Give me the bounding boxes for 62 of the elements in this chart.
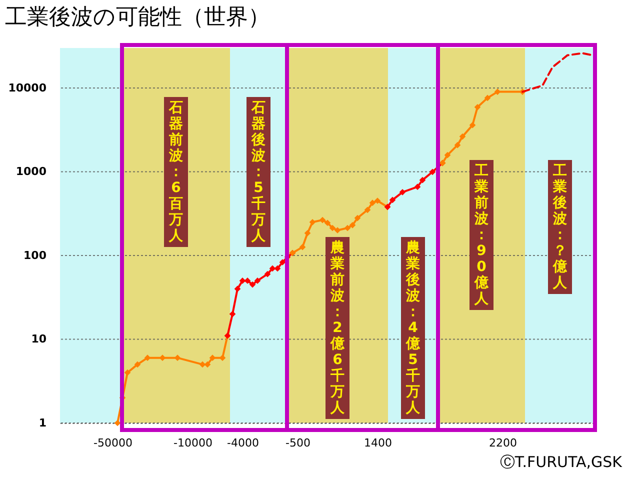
point [159,354,166,361]
point [369,200,376,206]
y-tick-label: 1 [38,416,46,430]
point [469,122,476,128]
text: 石器後波：5千万人 [252,100,266,244]
point [209,354,216,361]
y-tick-label: 1000 [16,165,47,178]
y-tick-label: 100 [24,248,47,262]
text: 農業後波：4億5千万人 [406,240,420,416]
text: 工業前波：90億人 [474,163,488,307]
point [229,310,236,318]
x-tick-label: -4000 [227,436,259,450]
annotation: 工業後波：？億人 [552,163,568,291]
text: ⒸT.FURUTA,GSK [500,453,622,472]
point [329,224,336,232]
point [354,214,361,222]
point [199,361,206,368]
point [204,361,211,368]
point [134,361,141,368]
point [274,265,281,272]
point [299,244,306,250]
point [429,168,436,176]
point [454,142,461,148]
x-tick-label: -500 [286,436,310,450]
point [269,265,276,272]
point [254,278,261,284]
point [249,281,256,288]
y-tick-label: 10 [31,332,47,346]
point [234,286,241,292]
point [304,230,311,236]
point [244,278,251,284]
point [324,220,331,226]
point [264,270,271,278]
point [374,198,381,204]
text: 石器前波：6百万人 [169,100,183,244]
point [124,369,131,376]
point [444,152,451,158]
point [114,420,121,426]
point [414,184,421,190]
point [219,354,226,361]
point [349,222,356,228]
point [419,176,426,184]
point [319,216,326,224]
point [334,227,341,234]
point [459,133,466,140]
point [399,189,406,196]
x-tick-label: -50000 [94,436,132,450]
x-tick-label: 2200 [489,436,517,450]
y-tick-label: 10000 [8,81,47,94]
point [484,94,491,102]
point [389,196,396,204]
point [309,218,316,226]
point [364,206,371,214]
point [174,354,181,361]
x-tick-label: -10000 [174,436,212,450]
point [344,224,351,232]
point [474,104,481,110]
point [494,88,501,95]
point [144,354,151,361]
x-tick-label: 1400 [364,436,392,450]
chart-title: 工業後波の可能性（世界） [5,5,270,30]
text: 農業前波：2億6千万人 [330,240,344,416]
